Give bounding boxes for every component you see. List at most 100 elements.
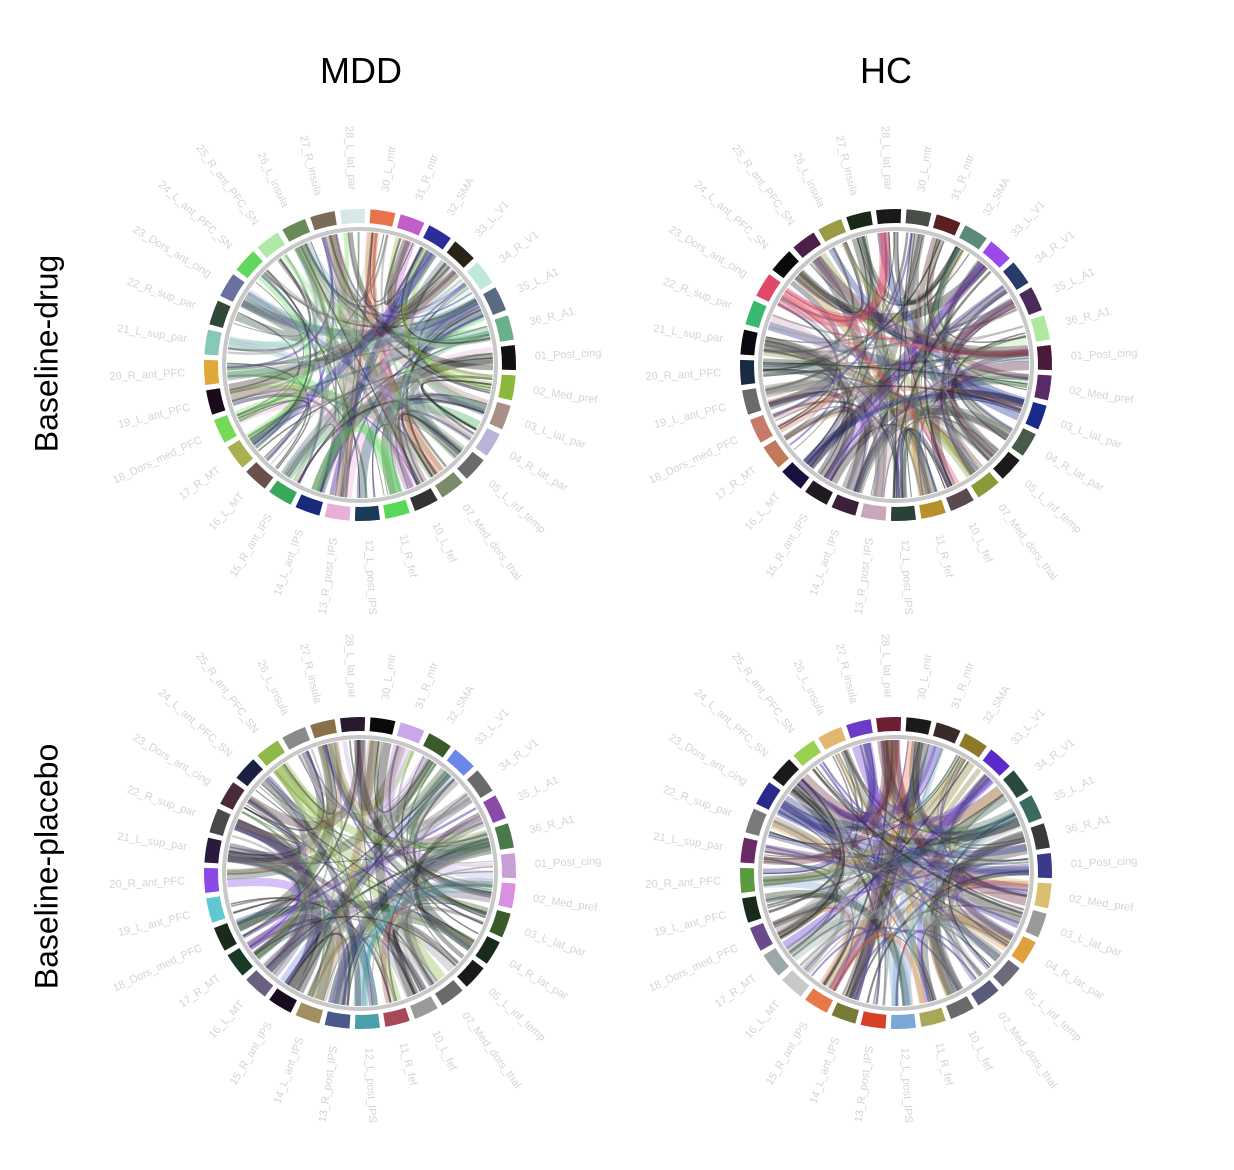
chord-link xyxy=(763,811,1019,886)
node-segment xyxy=(846,719,873,739)
node-label: 27_R_insula xyxy=(297,134,324,197)
node-segment xyxy=(467,770,493,798)
chord-link xyxy=(373,742,416,998)
chord-link xyxy=(935,817,1018,993)
node-segment xyxy=(763,440,789,468)
chord-link xyxy=(762,361,1028,385)
node-segment xyxy=(295,1002,323,1024)
chord-link xyxy=(941,289,1007,471)
node-label: 16_L_MT xyxy=(743,998,783,1041)
node-label: 36_R_A1 xyxy=(1064,306,1111,329)
chord-link xyxy=(768,755,961,845)
node-segment xyxy=(410,488,438,511)
chord-link xyxy=(294,247,349,498)
node-segment xyxy=(919,499,946,519)
chord-link xyxy=(238,232,350,423)
node-label: 10_L_fef xyxy=(965,1029,995,1074)
chord-link xyxy=(244,291,491,349)
node-label: 03_L_lat_par xyxy=(523,418,588,451)
node-label: 10_L_fef xyxy=(965,521,995,566)
chord-link xyxy=(896,929,983,1007)
chord-link xyxy=(819,763,997,962)
node-label: 04_R_lat_par xyxy=(1043,958,1106,1002)
chord-link xyxy=(253,918,318,985)
node-segment xyxy=(905,209,932,227)
chord-link xyxy=(843,750,1025,911)
node-label: 36_R_A1 xyxy=(1064,814,1111,837)
node-segment xyxy=(793,232,821,258)
node-label: 32_SMA xyxy=(445,683,477,726)
chord-link xyxy=(881,740,999,960)
node-segment xyxy=(742,896,762,923)
chord-diagram-2: 30_L_mtr 31_R_mtr 32_SMA33_L_V134_R_V135_L… xyxy=(645,126,1138,615)
node-segment xyxy=(282,219,310,242)
chord-link xyxy=(396,750,493,887)
chord-link xyxy=(415,298,487,416)
node-label: 13_R_post_IPS xyxy=(853,1045,876,1123)
node-label: 30_L_mtr xyxy=(380,145,399,193)
chord-link xyxy=(763,755,855,860)
chord-link xyxy=(882,416,999,498)
node-segment xyxy=(214,415,237,443)
node-segment xyxy=(1003,262,1029,290)
chord-link xyxy=(236,281,305,416)
node-label: 13_R_post_IPS xyxy=(317,537,340,615)
node-label: 30_L_mtr xyxy=(380,653,399,701)
chord-link xyxy=(891,746,945,1007)
node-label: 02_Med_pref xyxy=(532,893,599,915)
chord-link xyxy=(815,740,894,815)
chord-link xyxy=(941,261,1010,439)
node-label: 07_Med_dors_thal xyxy=(459,1010,523,1090)
node-segment xyxy=(494,823,514,850)
node-segment xyxy=(1025,910,1047,938)
node-segment xyxy=(982,241,1010,268)
chord-link xyxy=(358,739,392,1003)
chord-link xyxy=(376,741,491,852)
node-segment xyxy=(740,837,758,864)
node-segment xyxy=(946,488,974,511)
chord-link xyxy=(264,779,425,991)
node-label: 33_L_V1 xyxy=(1009,199,1047,240)
chord-link xyxy=(950,352,1029,458)
node-segment xyxy=(745,300,767,328)
chord-link xyxy=(785,335,1027,441)
chord-link xyxy=(401,247,493,380)
chord-link xyxy=(285,423,336,493)
chord-link xyxy=(812,768,1029,862)
node-segment xyxy=(890,505,916,521)
chord-link xyxy=(326,233,354,498)
chord-link xyxy=(768,390,846,465)
node-segment xyxy=(282,727,310,750)
chord-link xyxy=(406,777,471,835)
chord-link xyxy=(394,758,448,823)
node-label: 27_R_insula xyxy=(297,642,324,705)
chord-link xyxy=(229,842,427,991)
chord-link xyxy=(348,740,492,891)
column-title-mdd: MDD xyxy=(320,50,402,91)
chord-link xyxy=(762,362,1028,389)
chord-link xyxy=(405,253,493,386)
chord-link xyxy=(806,284,1008,470)
node-segment xyxy=(905,717,932,735)
chord-link xyxy=(408,770,491,854)
node-segment xyxy=(269,988,297,1013)
chord-link xyxy=(917,775,990,1003)
chord-link xyxy=(938,891,1028,990)
node-label: 07_Med_dors_thal xyxy=(459,502,523,582)
chord-link xyxy=(841,241,1029,356)
chord-link xyxy=(763,860,831,882)
node-label: 07_Med_dors_thal xyxy=(995,502,1059,582)
node-label: 32_SMA xyxy=(981,683,1013,726)
node-segment xyxy=(369,717,396,735)
node-segment xyxy=(483,795,506,823)
chord-link xyxy=(252,269,312,446)
chord-link xyxy=(226,236,334,369)
node-label: 35_L_A1 xyxy=(516,266,561,296)
node-label: 18_Dors_med_PFC xyxy=(111,942,204,994)
node-label: 32_SMA xyxy=(445,175,477,218)
node-label: 19_L_ant_PFC xyxy=(117,401,192,431)
node-segment xyxy=(946,996,974,1019)
chord-link xyxy=(855,839,1026,1001)
node-label: 16_L_MT xyxy=(743,490,783,533)
chord-link xyxy=(255,789,475,943)
